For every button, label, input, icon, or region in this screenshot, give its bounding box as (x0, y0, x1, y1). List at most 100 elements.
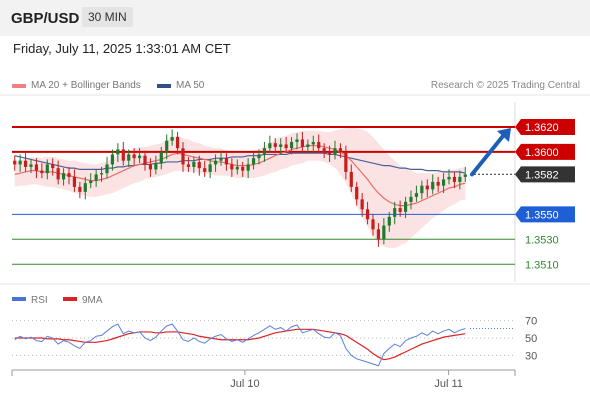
ma20-line (14, 145, 466, 207)
candle-body (34, 164, 39, 171)
candle-body (219, 158, 223, 161)
price-label-1.3582: 1.3582 (525, 169, 559, 181)
candle-body (78, 186, 82, 192)
candle-body (241, 166, 245, 171)
candle-body (224, 158, 229, 165)
candle-body (360, 199, 364, 210)
rsi-legend-label: RSI (31, 295, 48, 306)
candle-body (230, 164, 234, 170)
datetime-label: Friday, July 11, 2025 1:33:01 AM CET (13, 41, 231, 56)
candle-body (338, 148, 343, 152)
candle-body (311, 141, 315, 145)
candle-body (18, 160, 22, 165)
timeframe-badge[interactable]: 30 MIN (82, 7, 133, 27)
candle-body (51, 164, 55, 169)
candle-body (143, 155, 147, 165)
candle-body (165, 140, 169, 152)
candle-body (208, 164, 212, 172)
candle-body (99, 173, 104, 175)
legend-ma50-label: MA 50 (176, 80, 205, 91)
candle-body (251, 158, 256, 165)
candle-body (89, 180, 93, 184)
ma50-swatch-icon (157, 83, 171, 88)
candle-body (387, 216, 391, 226)
candle-body (170, 136, 174, 141)
candle-body (137, 155, 142, 159)
rsi-level-label-50: 50 (525, 333, 537, 345)
candle-body (213, 160, 218, 165)
candle-body (121, 149, 125, 161)
candle-body (393, 208, 397, 217)
candle-body (13, 160, 17, 165)
projection-arrow-shaft (470, 133, 505, 177)
credit-text: Research © 2025 Trading Central (430, 80, 580, 91)
candle-body (192, 161, 196, 167)
x-axis-label-1: Jul 11 (434, 378, 463, 390)
projection-arrow-icon (497, 127, 511, 142)
candle-body (425, 185, 429, 190)
candle-body (116, 149, 120, 155)
candle-body (447, 176, 451, 180)
legend-ma20: MA 20 + Bollinger Bands (12, 80, 141, 91)
candle-body (403, 201, 408, 212)
candle-body (127, 154, 131, 161)
x-axis-label-0: Jul 10 (230, 378, 259, 390)
candle-body (431, 181, 435, 190)
symbol-title: GBP/USD (11, 10, 80, 27)
candle-body (110, 154, 115, 165)
candle-body (306, 144, 310, 147)
candle-body (235, 166, 239, 170)
price-label-1.3600: 1.3600 (525, 147, 559, 159)
candle-body (420, 185, 424, 194)
candle-body (67, 173, 71, 177)
rsi-level-label-30: 30 (525, 350, 537, 362)
price-tag-1.3600 (515, 143, 575, 160)
price-tag-1.3582 (515, 166, 575, 183)
ma50-line (14, 152, 466, 174)
candle-body (197, 161, 201, 169)
candle-body (279, 144, 283, 147)
candle-body (333, 148, 337, 155)
candle-body (284, 144, 288, 149)
price-label-1.3620: 1.3620 (525, 122, 559, 134)
candle-body (83, 183, 87, 192)
rsi-swatch-icon (12, 297, 26, 301)
candle-body (23, 160, 28, 167)
candle-body (349, 171, 353, 187)
candle-body (376, 229, 381, 240)
candle-body (45, 164, 49, 174)
candle-body (409, 196, 413, 202)
candle-body (105, 164, 109, 174)
legend-ma20-label: MA 20 + Bollinger Bands (31, 80, 141, 91)
candle-body (154, 163, 158, 170)
candle-body (262, 148, 267, 155)
candle-body (398, 208, 402, 212)
candle-body (436, 181, 440, 186)
candle-body (132, 154, 136, 159)
candle-body (203, 168, 207, 172)
candle-body (414, 193, 419, 197)
candle-body (452, 176, 457, 182)
candle-body (317, 141, 321, 149)
rsi-level-label-70: 70 (525, 316, 537, 328)
candle-body (94, 174, 98, 181)
candle-body (295, 139, 299, 142)
ma9-legend-label: 9MA (82, 295, 103, 306)
chart-header: GBP/USD 30 MIN (0, 0, 590, 36)
candle-body (371, 219, 375, 230)
ma20-swatch-icon (12, 83, 26, 88)
rsi-line (14, 323, 466, 367)
candle-body (458, 176, 462, 182)
candle-body (382, 225, 386, 240)
candle-body (72, 176, 77, 187)
candle-body (246, 164, 250, 171)
candle-body (327, 151, 332, 155)
candle-body (289, 141, 294, 149)
candle-body (29, 164, 33, 167)
candle-body (355, 186, 359, 200)
candle-body (463, 174, 467, 177)
ma9-swatch-icon (63, 297, 77, 301)
candle-body (365, 209, 370, 220)
candle-body (268, 143, 272, 149)
